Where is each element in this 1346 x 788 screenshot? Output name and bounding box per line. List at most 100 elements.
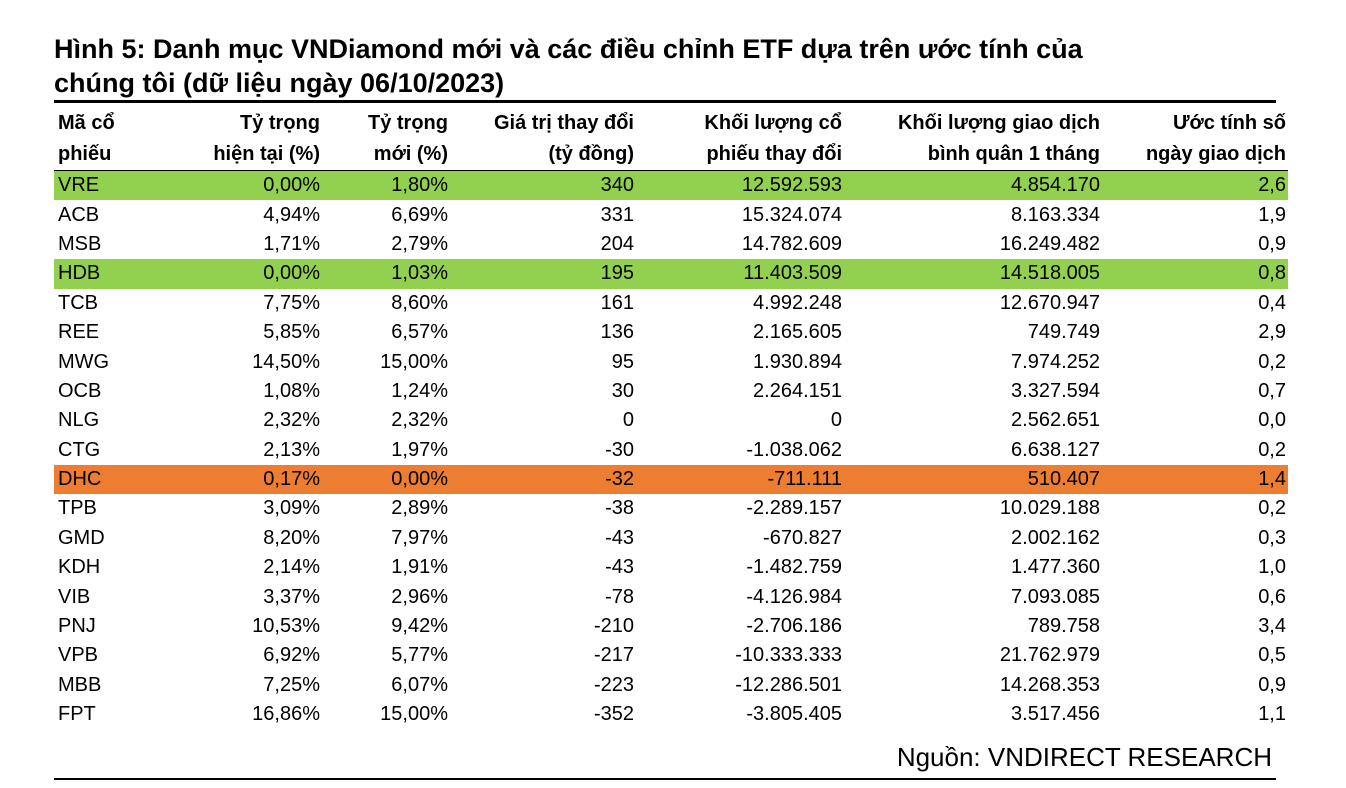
- figure-title-line-1: Hình 5: Danh mục VNDiamond mới và các đi…: [54, 34, 1083, 64]
- cell-new-weight: 9,42%: [391, 615, 448, 638]
- cell-value-change: -78: [605, 585, 634, 608]
- cell-value-change: -38: [605, 497, 634, 520]
- etf-adjustment-table: Mã cổ phiếu Tỷ trọng hiện tại (%) Tỷ trọ…: [54, 108, 1288, 729]
- header-share-change: Khối lượng cổ phiếu thay đổi: [636, 108, 844, 171]
- table-row: REE 5,85% 6,57% 136 2.165.605 749.749 2,9: [54, 318, 1288, 347]
- cell-avg-volume: 12.670.947: [999, 291, 1100, 314]
- cell-value-change: -43: [605, 526, 634, 549]
- header-current-weight: Tỷ trọng hiện tại (%): [150, 108, 322, 171]
- cell-share-change: 14.782.609: [741, 232, 842, 255]
- cell-current-weight: 0,17%: [150, 464, 322, 495]
- cell-new-weight: 6,07%: [391, 673, 448, 696]
- cell-share-change: -10.333.333: [735, 644, 842, 667]
- cell-new-weight: 1,24%: [391, 379, 448, 402]
- cell-avg-volume: 6.638.127: [1011, 438, 1100, 461]
- cell-trading-days: 0,6: [1258, 585, 1286, 608]
- cell-new-weight: 15,00%: [380, 703, 448, 726]
- cell-value-change: 340: [450, 170, 636, 201]
- cell-new-weight: 1,97%: [391, 438, 448, 461]
- cell-trading-days: 0,2: [1258, 438, 1286, 461]
- cell-avg-volume: 7.093.085: [1011, 585, 1100, 608]
- cell-value-change: -217: [593, 644, 634, 667]
- table-header: Mã cổ phiếu Tỷ trọng hiện tại (%) Tỷ trọ…: [54, 108, 1288, 171]
- header-value-change-line1: Giá trị thay đổi: [493, 112, 634, 134]
- cell-value-change: -43: [605, 556, 634, 579]
- cell-value-change: 0: [622, 409, 634, 432]
- header-share-change-line1: Khối lượng cổ: [704, 112, 842, 134]
- cell-new-weight: 15,00%: [380, 350, 448, 373]
- cell-trading-days: 0,9: [1258, 673, 1286, 696]
- cell-avg-volume: 8.163.334: [1011, 203, 1100, 226]
- cell-trading-days: 1,9: [1258, 203, 1286, 226]
- cell-avg-volume: 789.758: [1027, 615, 1100, 638]
- cell-value-change: 195: [450, 259, 636, 289]
- cell-current-weight: 14,50%: [252, 350, 320, 373]
- cell-current-weight: 0,00%: [150, 170, 322, 201]
- cell-ticker: HDB: [54, 259, 150, 289]
- cell-share-change: -3.805.405: [746, 703, 842, 726]
- header-current-weight-line2: hiện tại (%): [213, 143, 320, 165]
- cell-current-weight: 4,94%: [263, 203, 320, 226]
- table-row: KDH 2,14% 1,91% -43 -1.482.759 1.477.360 1,0: [54, 553, 1288, 582]
- cell-value-change: -32: [450, 464, 636, 495]
- cell-share-change: 11.403.509: [636, 259, 844, 289]
- header-trading-days-line2: ngày giao dịch: [1145, 143, 1286, 165]
- cell-share-change: 15.324.074: [741, 203, 842, 226]
- cell-new-weight: 2,89%: [391, 497, 448, 520]
- header-new-weight: Tỷ trọng mới (%): [322, 108, 450, 171]
- cell-trading-days: 2,6: [1102, 170, 1288, 201]
- cell-avg-volume: 21.762.979: [999, 644, 1100, 667]
- cell-current-weight: 6,92%: [263, 644, 320, 667]
- table-row: TCB 7,75% 8,60% 161 4.992.248 12.670.947 0,4: [54, 289, 1288, 318]
- cell-value-change: -352: [593, 703, 634, 726]
- cell-trading-days: 0,2: [1258, 497, 1286, 520]
- cell-avg-volume: 749.749: [1027, 321, 1100, 344]
- cell-new-weight: 8,60%: [391, 291, 448, 314]
- cell-ticker: NLG: [58, 409, 100, 432]
- cell-ticker: GMD: [58, 526, 105, 549]
- cell-trading-days: 0,0: [1258, 409, 1286, 432]
- cell-trading-days: 0,2: [1258, 350, 1286, 373]
- cell-trading-days: 0,7: [1258, 379, 1286, 402]
- cell-trading-days: 3,4: [1258, 615, 1286, 638]
- cell-ticker: DHC: [54, 464, 150, 495]
- cell-ticker: TPB: [58, 497, 97, 520]
- table-row: VPB 6,92% 5,77% -217 -10.333.333 21.762.979 0,…: [54, 641, 1288, 670]
- header-ticker-line1: Mã cổ: [58, 112, 115, 134]
- cell-value-change: 136: [600, 321, 634, 344]
- cell-avg-volume: 4.854.170: [844, 170, 1102, 201]
- cell-ticker: MBB: [58, 673, 102, 696]
- header-ticker: Mã cổ phiếu: [54, 108, 150, 171]
- cell-trading-days: 1,1: [1258, 703, 1286, 726]
- cell-new-weight: 1,91%: [391, 556, 448, 579]
- cell-current-weight: 3,37%: [263, 585, 320, 608]
- cell-share-change: -711.111: [636, 464, 844, 495]
- cell-new-weight: 2,96%: [391, 585, 448, 608]
- cell-avg-volume: 14.268.353: [999, 673, 1100, 696]
- cell-share-change: 4.992.248: [753, 291, 842, 314]
- cell-value-change: -30: [605, 438, 634, 461]
- header-value-change: Giá trị thay đổi (tỷ đồng): [450, 108, 636, 171]
- table-row: NLG 2,32% 2,32% 0 0 2.562.651 0,0: [54, 406, 1288, 435]
- cell-ticker: REE: [58, 321, 100, 344]
- table-row: FPT 16,86% 15,00% -352 -3.805.405 3.517.456 1,…: [54, 700, 1288, 729]
- cell-avg-volume: 510.407: [844, 464, 1102, 495]
- cell-ticker: MWG: [58, 350, 110, 373]
- header-new-weight-line1: Tỷ trọng: [368, 112, 448, 134]
- cell-current-weight: 16,86%: [252, 703, 320, 726]
- header-new-weight-line2: mới (%): [373, 143, 448, 165]
- cell-share-change: -670.827: [763, 526, 842, 549]
- cell-avg-volume: 16.249.482: [999, 232, 1100, 255]
- cell-share-change: 0: [830, 409, 842, 432]
- cell-value-change: 161: [600, 291, 634, 314]
- cell-ticker: MSB: [58, 232, 102, 255]
- cell-current-weight: 8,20%: [263, 526, 320, 549]
- source-note: Nguồn: VNDIRECT RESEARCH: [896, 742, 1272, 772]
- cell-new-weight: 7,97%: [391, 526, 448, 549]
- table-header-row: Mã cổ phiếu Tỷ trọng hiện tại (%) Tỷ trọ…: [54, 108, 1288, 171]
- cell-avg-volume: 2.562.651: [1011, 409, 1100, 432]
- cell-ticker: ACB: [58, 203, 100, 226]
- cell-current-weight: 2,14%: [263, 556, 320, 579]
- cell-current-weight: 1,71%: [263, 232, 320, 255]
- cell-trading-days: 0,4: [1258, 291, 1286, 314]
